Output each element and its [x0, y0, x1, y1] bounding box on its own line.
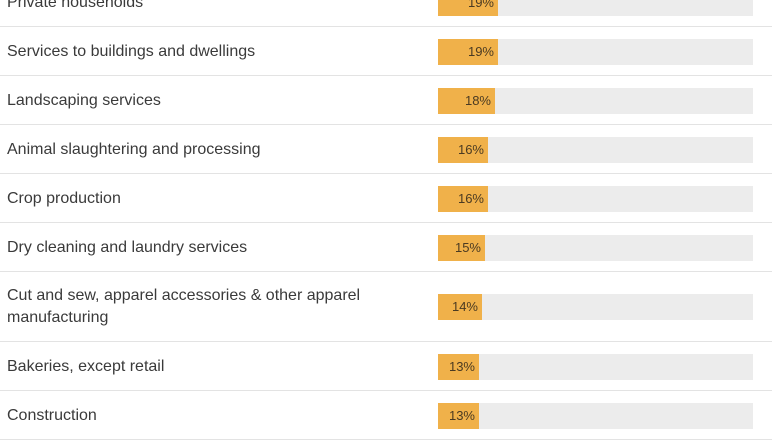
- bar: 19%: [438, 0, 498, 16]
- category-label: Crop production: [7, 190, 121, 207]
- bar: 16%: [438, 186, 488, 212]
- bar-track: 19%: [438, 0, 753, 16]
- chart-row: Dry cleaning and laundry services 15%: [0, 223, 772, 272]
- bar: 15%: [438, 235, 485, 261]
- bar-track: 13%: [438, 403, 753, 429]
- bar-track: 16%: [438, 137, 753, 163]
- category-label: Cut and sew, apparel accessories & other…: [7, 287, 361, 326]
- bar: 18%: [438, 88, 495, 114]
- bar-track: 14%: [438, 294, 753, 320]
- category-label: Services to buildings and dwellings: [7, 43, 256, 60]
- category-label: Animal slaughtering and processing: [7, 141, 261, 158]
- bar-track: 15%: [438, 235, 753, 261]
- category-label: Private households: [7, 0, 144, 11]
- bar: 13%: [438, 354, 479, 380]
- value-label: 18%: [464, 93, 491, 108]
- category-label: Landscaping services: [7, 92, 161, 109]
- category-label: Construction: [7, 407, 97, 424]
- chart-row: Landscaping services 18%: [0, 76, 772, 125]
- bar: 16%: [438, 137, 488, 163]
- value-label: 16%: [457, 191, 484, 206]
- chart-row: Private households 19%: [0, 0, 772, 27]
- bar-track: 19%: [438, 39, 753, 65]
- category-label: Bakeries, except retail: [7, 358, 165, 375]
- chart-row: Construction 13%: [0, 391, 772, 440]
- value-label: 14%: [451, 299, 478, 314]
- bar: 19%: [438, 39, 498, 65]
- bar-track: 18%: [438, 88, 753, 114]
- value-label: 15%: [454, 240, 481, 255]
- chart-row: Cut and sew, apparel accessories & other…: [0, 272, 772, 342]
- chart-row: Bakeries, except retail 13%: [0, 342, 772, 391]
- bar-track: 13%: [438, 354, 753, 380]
- chart-row: Services to buildings and dwellings 19%: [0, 27, 772, 76]
- bar: 13%: [438, 403, 479, 429]
- value-label: 13%: [448, 359, 475, 374]
- bar-track: 16%: [438, 186, 753, 212]
- value-label: 19%: [467, 44, 494, 59]
- category-label: Dry cleaning and laundry services: [7, 239, 248, 256]
- bar: 14%: [438, 294, 482, 320]
- value-label: 16%: [457, 142, 484, 157]
- value-label: 19%: [467, 0, 494, 10]
- value-label: 13%: [448, 408, 475, 423]
- chart-row: Animal slaughtering and processing 16%: [0, 125, 772, 174]
- chart-row: Crop production 16%: [0, 174, 772, 223]
